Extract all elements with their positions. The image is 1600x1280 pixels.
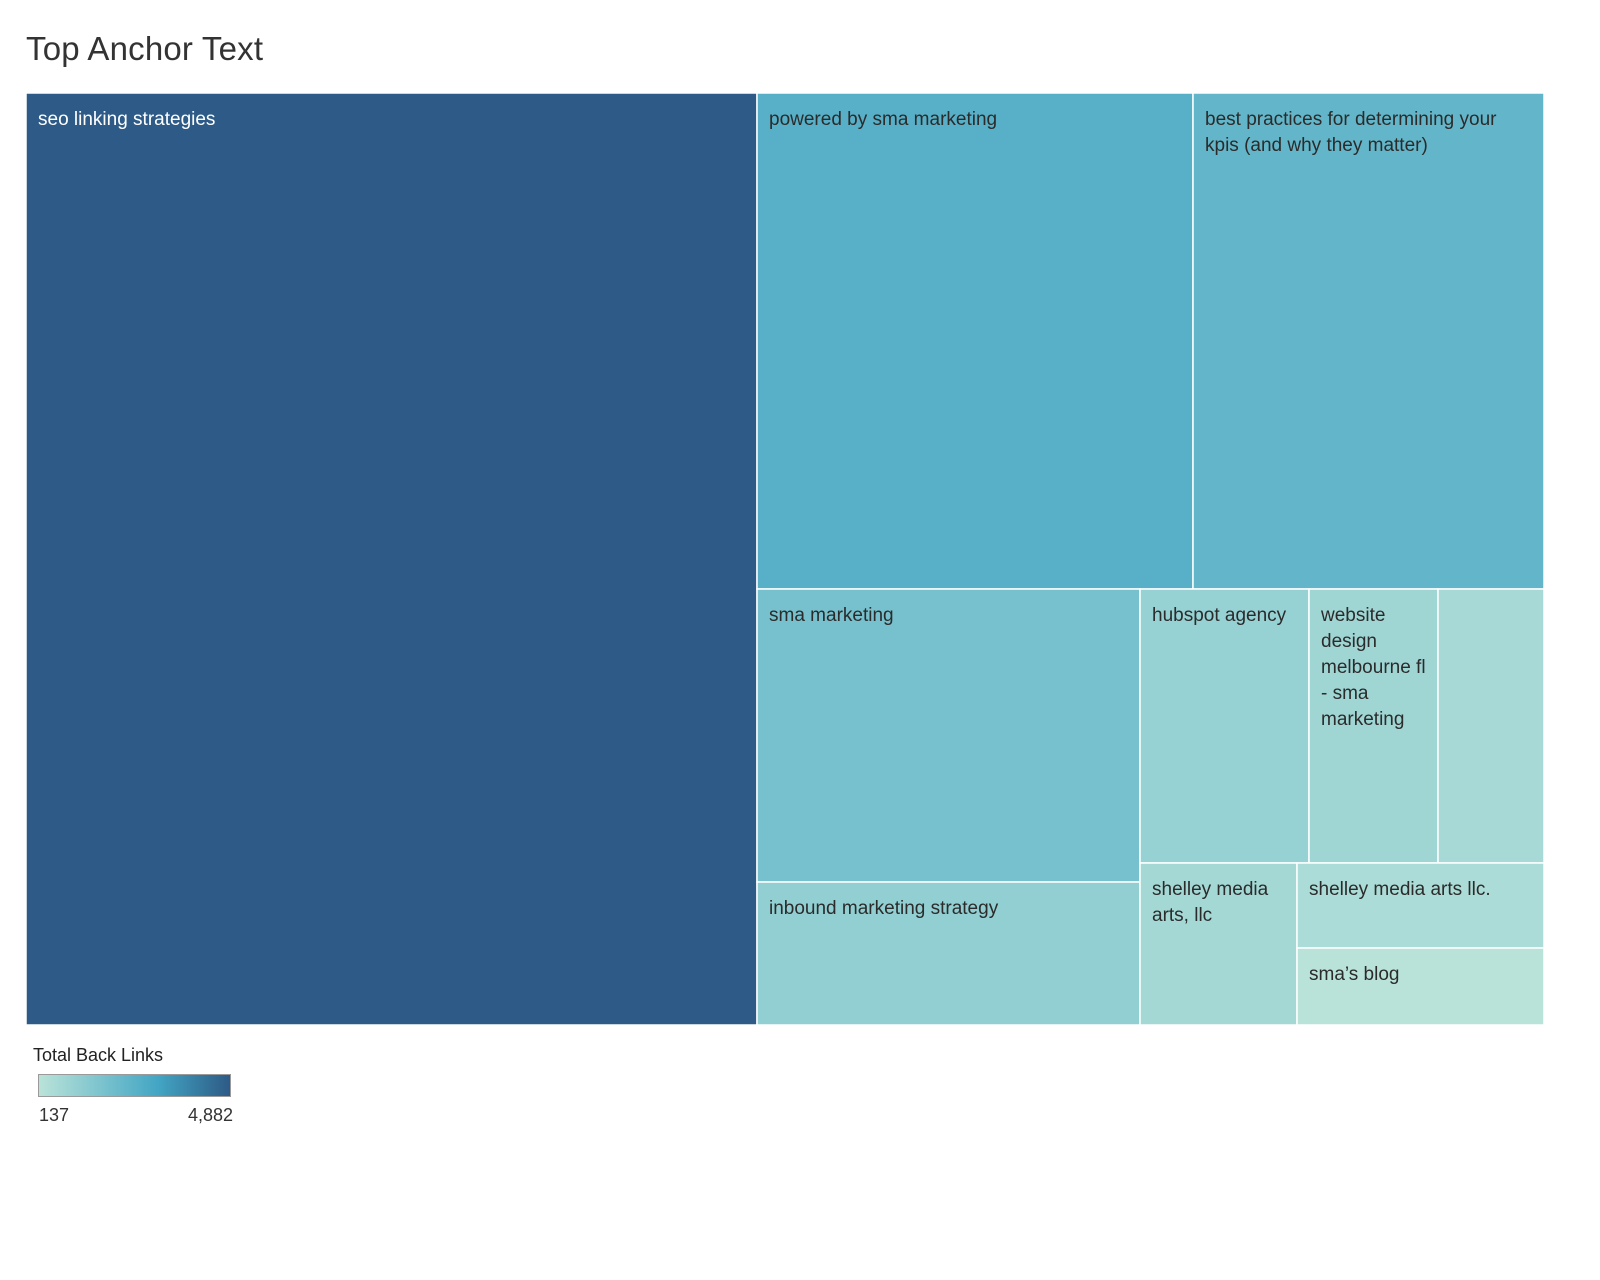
treemap-cell-rect[interactable] bbox=[1139, 862, 1298, 1025]
treemap-cell-rect[interactable] bbox=[756, 588, 1141, 883]
treemap-cell-label: inbound marketing strategy bbox=[769, 898, 999, 919]
treemap-cell-shelley-media-arts-llc[interactable]: shelley media arts, llc bbox=[1139, 862, 1298, 1025]
treemap-cell-rect[interactable] bbox=[1192, 93, 1544, 590]
treemap-cell-label: best practices for determining your kpis … bbox=[1205, 109, 1497, 156]
treemap-cell-rect[interactable] bbox=[1139, 588, 1310, 864]
treemap-cell-rect[interactable] bbox=[26, 93, 758, 1025]
legend-min-label: 137 bbox=[39, 1105, 70, 1125]
treemap-cell-rect[interactable] bbox=[1308, 588, 1439, 864]
legend-title: Total Back Links bbox=[33, 1045, 164, 1065]
treemap-cell-sma-marketing[interactable]: sma marketing bbox=[756, 588, 1141, 883]
treemap-cell-label: sma marketing bbox=[769, 605, 894, 626]
treemap-cell-seo-linking-strategies[interactable]: seo linking strategies bbox=[26, 93, 758, 1025]
treemap-cell-unlabeled[interactable] bbox=[1437, 588, 1544, 864]
treemap-cell-rect[interactable] bbox=[1296, 947, 1544, 1025]
treemap-cell-sma-s-blog[interactable]: sma’s blog bbox=[1296, 947, 1544, 1025]
color-legend: Total Back Links 137 4,882 bbox=[33, 1045, 253, 1135]
treemap-cell-website-design-melbourne-fl-sma-marketing[interactable]: website design melbourne fl - sma marketing bbox=[1308, 588, 1439, 864]
legend-max-label: 4,882 bbox=[187, 1105, 233, 1125]
treemap-cell-label: website design melbourne fl - sma marketing bbox=[1320, 605, 1426, 730]
treemap-cell-rect[interactable] bbox=[1296, 862, 1544, 949]
chart-title: Top Anchor Text bbox=[26, 30, 264, 67]
treemap-cell-hubspot-agency[interactable]: hubspot agency bbox=[1139, 588, 1310, 864]
treemap-cell-shelley-media-arts-llc[interactable]: shelley media arts llc. bbox=[1296, 862, 1544, 949]
legend-color-ramp bbox=[38, 1074, 231, 1097]
treemap-cell-label: shelley media arts, llc bbox=[1152, 879, 1269, 926]
treemap-svg: seo linking strategies powered by sma mar… bbox=[26, 93, 1544, 1025]
treemap-cell-rect[interactable] bbox=[756, 93, 1194, 590]
treemap-cell-rect[interactable] bbox=[1437, 588, 1544, 864]
treemap-cell-label: powered by sma marketing bbox=[769, 109, 997, 130]
treemap-cell-label: shelley media arts llc. bbox=[1309, 879, 1491, 900]
treemap-cell-inbound-marketing-strategy[interactable]: inbound marketing strategy bbox=[756, 881, 1141, 1025]
treemap-cell-powered-by-sma-marketing[interactable]: powered by sma marketing bbox=[756, 93, 1194, 590]
treemap-cell-best-practices-for-determining-your-kpis-and-why-they-matter[interactable]: best practices for determining your kpis … bbox=[1192, 93, 1544, 590]
treemap-cell-label: sma’s blog bbox=[1309, 964, 1399, 985]
treemap: seo linking strategies powered by sma mar… bbox=[26, 93, 1544, 1025]
treemap-cell-label: hubspot agency bbox=[1152, 605, 1287, 626]
treemap-cell-label: seo linking strategies bbox=[38, 109, 215, 130]
treemap-cell-rect[interactable] bbox=[756, 881, 1141, 1025]
